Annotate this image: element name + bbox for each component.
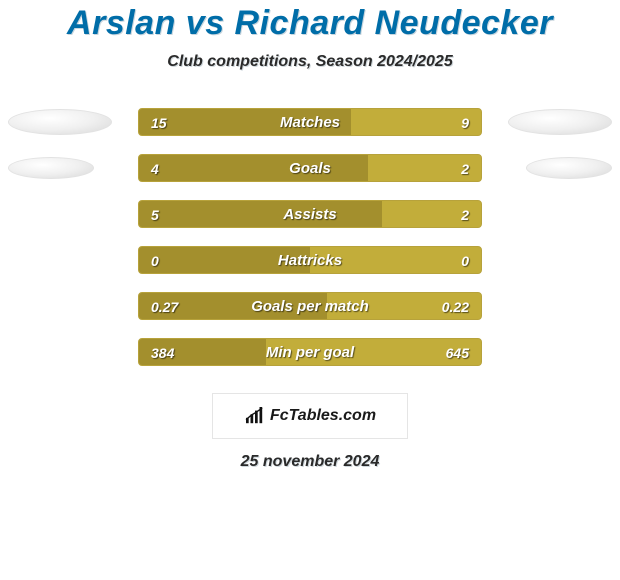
metric-value-right: 0.22 <box>430 293 481 320</box>
brand-icon <box>244 407 266 425</box>
metric-value-left: 0.27 <box>139 293 190 320</box>
metric-bar: 0.270.22Goals per match <box>138 292 482 320</box>
bar-fill-left <box>139 155 368 181</box>
metric-value-left: 15 <box>139 109 179 136</box>
player-avatar-right <box>526 157 612 179</box>
page-title: Arslan vs Richard Neudecker <box>0 4 620 43</box>
metric-row: 159Matches <box>0 99 620 145</box>
metric-bar: 52Assists <box>138 200 482 228</box>
metric-value-right: 9 <box>449 109 481 136</box>
metric-value-left: 0 <box>139 247 171 274</box>
player-avatar-right <box>508 109 612 135</box>
metric-value-right: 2 <box>449 155 481 182</box>
metric-row: 52Assists <box>0 191 620 237</box>
metric-value-left: 4 <box>139 155 171 182</box>
metric-bar: 00Hattricks <box>138 246 482 274</box>
metric-row: 42Goals <box>0 145 620 191</box>
metric-value-left: 384 <box>139 339 186 366</box>
metric-bar: 384645Min per goal <box>138 338 482 366</box>
metric-list: 159Matches42Goals52Assists00Hattricks0.2… <box>0 99 620 375</box>
metric-value-right: 0 <box>449 247 481 274</box>
metric-bar: 159Matches <box>138 108 482 136</box>
player-avatar-left <box>8 109 112 135</box>
metric-row: 00Hattricks <box>0 237 620 283</box>
metric-row: 0.270.22Goals per match <box>0 283 620 329</box>
metric-bar: 42Goals <box>138 154 482 182</box>
metric-value-right: 645 <box>434 339 481 366</box>
subtitle: Club competitions, Season 2024/2025 <box>0 53 620 71</box>
player-avatar-left <box>8 157 94 179</box>
branding-badge: FcTables.com <box>212 393 408 439</box>
comparison-card: Arslan vs Richard Neudecker Club competi… <box>0 0 620 471</box>
metric-value-left: 5 <box>139 201 171 228</box>
date-caption: 25 november 2024 <box>0 453 620 471</box>
metric-row: 384645Min per goal <box>0 329 620 375</box>
bar-fill-left <box>139 201 382 227</box>
branding-text: FcTables.com <box>270 407 376 425</box>
metric-value-right: 2 <box>449 201 481 228</box>
